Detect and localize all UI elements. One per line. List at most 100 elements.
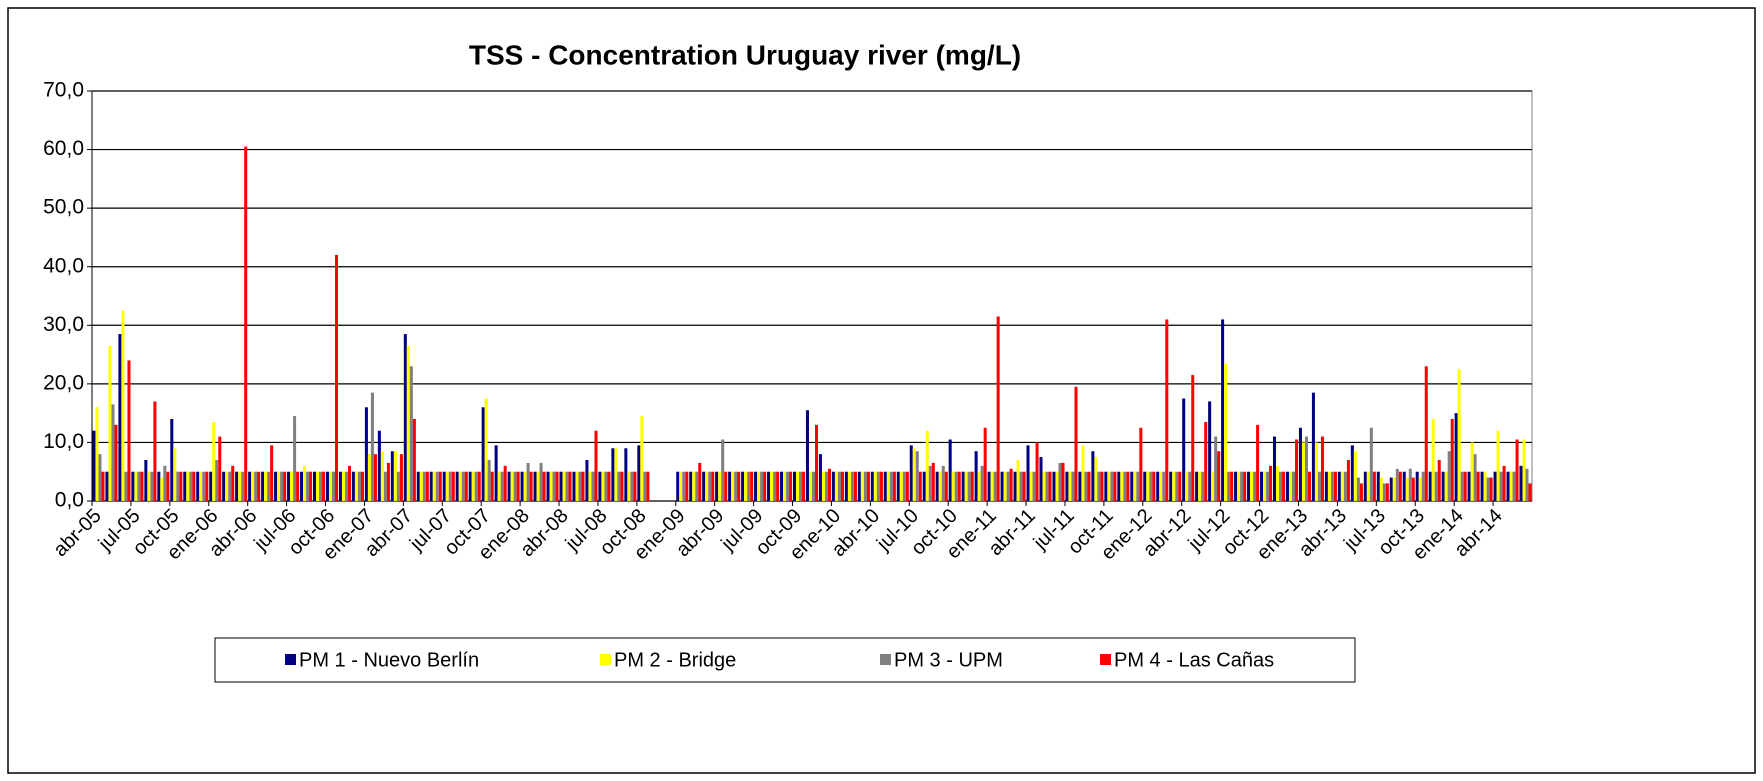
bar — [300, 471, 304, 501]
bar — [166, 471, 170, 501]
bar — [248, 471, 252, 501]
bar — [1104, 471, 1108, 501]
bar — [1123, 471, 1127, 501]
bar — [1208, 401, 1212, 501]
bar — [546, 471, 550, 501]
bar — [526, 462, 530, 501]
bar — [1247, 471, 1251, 501]
bar — [209, 471, 213, 501]
bar — [1263, 471, 1267, 501]
bar — [1230, 471, 1234, 501]
bar — [1253, 471, 1257, 501]
bar — [857, 471, 861, 501]
legend-label: PM 4 - Las Cañas — [1114, 649, 1274, 671]
bar — [1343, 471, 1347, 501]
bar — [435, 471, 439, 501]
bar — [1097, 471, 1101, 501]
bar — [1359, 483, 1363, 501]
bar — [1392, 477, 1396, 501]
bar — [222, 471, 226, 501]
bar — [611, 448, 615, 501]
bar — [176, 471, 180, 501]
bar — [416, 471, 420, 501]
bar — [747, 471, 751, 501]
bar — [1512, 471, 1516, 501]
legend-swatch — [600, 654, 611, 665]
bar — [1519, 465, 1523, 501]
bar — [471, 471, 475, 501]
bar — [1372, 471, 1376, 501]
bar — [1234, 471, 1238, 501]
bar — [163, 465, 167, 501]
bar — [679, 471, 683, 501]
bar — [1327, 471, 1331, 501]
bar — [1431, 419, 1435, 501]
bar — [824, 471, 828, 501]
bar — [205, 471, 209, 501]
bar — [643, 471, 647, 501]
bar — [827, 468, 832, 501]
bar — [552, 471, 556, 501]
bar — [578, 471, 582, 501]
bar — [542, 471, 546, 501]
bar — [468, 471, 472, 501]
bar — [915, 451, 919, 501]
bar — [192, 471, 196, 501]
bar — [892, 471, 896, 501]
bar — [442, 471, 446, 501]
bar — [422, 471, 426, 501]
bar — [685, 471, 689, 501]
bar — [607, 471, 611, 501]
bar — [510, 471, 514, 501]
bar — [757, 471, 761, 501]
bar — [1120, 471, 1124, 501]
bar — [202, 471, 206, 501]
bar — [770, 471, 774, 501]
bar — [189, 471, 193, 501]
bar — [406, 345, 410, 501]
bar — [357, 471, 361, 501]
legend-label: PM 3 - UPM — [894, 649, 1003, 671]
bar — [277, 471, 281, 501]
bar — [918, 471, 922, 501]
bar — [1107, 471, 1111, 501]
bar — [533, 471, 537, 501]
bar — [170, 419, 174, 501]
bar — [1136, 471, 1140, 501]
bar — [1408, 468, 1412, 501]
bar — [1509, 471, 1513, 501]
bar — [487, 460, 491, 501]
bar — [451, 471, 455, 501]
bar — [1493, 471, 1497, 501]
bar — [974, 451, 978, 501]
bar — [254, 471, 258, 501]
bar — [1350, 445, 1354, 501]
bar — [637, 445, 641, 501]
bar — [105, 471, 109, 501]
bar — [870, 471, 874, 501]
bar — [1130, 471, 1134, 501]
bar — [429, 471, 433, 501]
bar — [1317, 471, 1321, 501]
bar — [957, 471, 961, 501]
bar — [1061, 462, 1065, 501]
bar — [601, 471, 605, 501]
bar — [341, 471, 345, 501]
bar — [215, 460, 219, 501]
bar — [879, 471, 883, 501]
bar — [497, 471, 501, 501]
bar — [834, 471, 838, 501]
bar — [1441, 471, 1445, 501]
bar — [724, 471, 728, 501]
bar — [153, 401, 157, 501]
bar — [425, 471, 429, 501]
bar — [186, 471, 190, 501]
bar — [1172, 471, 1176, 501]
bar — [312, 471, 317, 501]
bar — [287, 471, 291, 501]
bar — [393, 451, 397, 501]
bar — [831, 471, 835, 501]
bar — [1126, 471, 1130, 501]
bar — [1149, 471, 1153, 501]
bar — [114, 424, 118, 501]
